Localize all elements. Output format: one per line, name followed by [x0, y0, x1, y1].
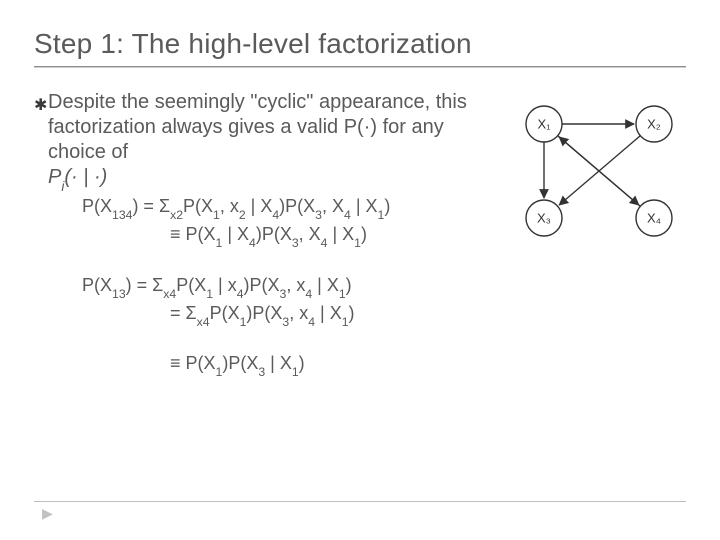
- svg-text:X₂: X₂: [647, 117, 661, 132]
- bullet-text-trailer: Pi(· | ·): [48, 166, 107, 188]
- svg-text:X₄: X₄: [647, 211, 661, 226]
- title-area: Step 1: The high-level factorization: [0, 0, 720, 74]
- eq-4: = Σx4P(X1)P(X3, x4 | X1): [82, 301, 686, 325]
- bullet-icon: ✱: [34, 90, 48, 114]
- svg-text:X₃: X₃: [537, 211, 551, 226]
- equation-gap-1: [82, 247, 686, 269]
- graph-diagram: X₁ X₂ X₃ X₄: [514, 96, 684, 246]
- graph-svg: X₁ X₂ X₃ X₄: [514, 96, 684, 246]
- eq-3-rhs: Σx4P(X1 | x4)P(X3, x4 | X1): [152, 275, 352, 295]
- footer-arrow-icon: ▶: [42, 505, 53, 522]
- title-underline: [34, 66, 686, 68]
- bullet-text-main: Despite the seemingly "cyclic" appearanc…: [48, 91, 467, 163]
- equation-gap-2: [82, 325, 686, 347]
- eq-1-rhs: Σx2P(X1, x2 | X4)P(X3, X4 | X1): [159, 196, 390, 216]
- footer-line: [34, 501, 686, 502]
- slide: Step 1: The high-level factorization ✱ D…: [0, 0, 720, 540]
- slide-title: Step 1: The high-level factorization: [34, 28, 686, 60]
- eq-5: ≡ P(X1)P(X3 | X1): [82, 351, 686, 375]
- eq-3: P(X13) = Σx4P(X1 | x4)P(X3, x4 | X1): [82, 273, 686, 297]
- eq-1-lhs: P(X134) =: [82, 196, 159, 216]
- svg-text:X₁: X₁: [537, 117, 551, 132]
- eq-3-lhs: P(X13) =: [82, 275, 152, 295]
